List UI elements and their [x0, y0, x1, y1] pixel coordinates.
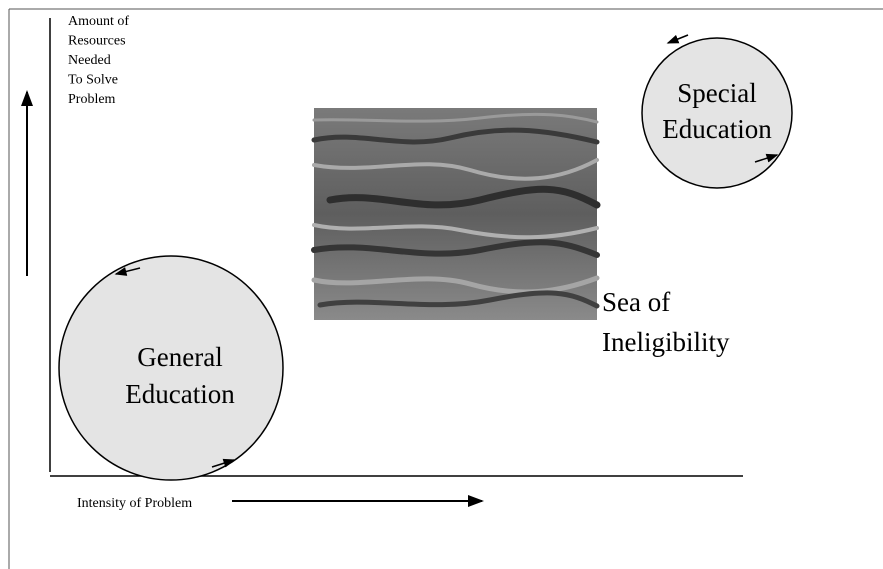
text-line: Education: [125, 379, 235, 409]
text-line: Amount of: [68, 14, 129, 29]
text-line: General: [137, 342, 222, 372]
text-line: Ineligibility: [602, 327, 730, 357]
cycle-arrow: [668, 35, 688, 43]
text-line: Needed: [68, 53, 111, 68]
sea-label: Sea of Ineligibility: [602, 287, 730, 357]
x-axis-label: Intensity of Problem: [77, 496, 192, 511]
text-line: Sea of: [602, 287, 670, 317]
text-line: Special: [677, 78, 756, 108]
special-education-circle: [642, 38, 792, 188]
text-line: Problem: [68, 92, 116, 107]
diagram: Amount ofResourcesNeededTo SolveProblem …: [0, 0, 883, 569]
text-line: Resources: [68, 34, 126, 49]
sea-image: [314, 108, 597, 320]
y-axis-label: Amount of Resources Needed To Solve Problem: [68, 14, 129, 107]
text-line: To Solve: [68, 73, 118, 88]
text-line: Education: [662, 114, 772, 144]
